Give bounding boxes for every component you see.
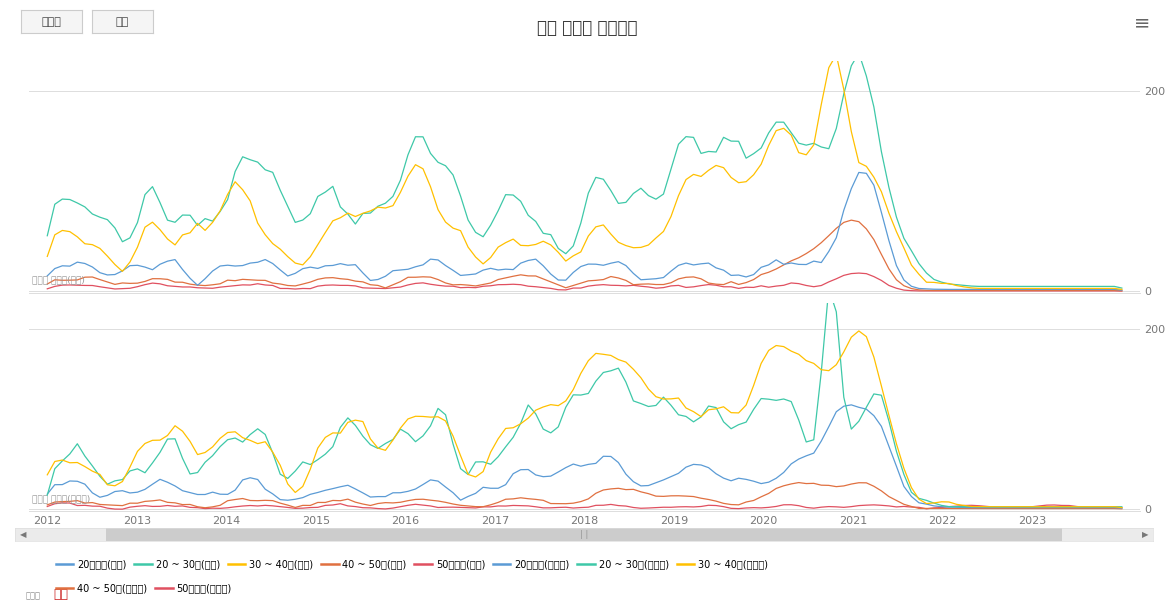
Text: 지인: 지인 [53, 589, 68, 601]
Bar [106, 528, 1062, 541]
Text: 부동산: 부동산 [26, 591, 41, 600]
Text: | |: | | [579, 531, 589, 539]
Legend: 20평미만(매매), 20 ~ 30평(매매), 30 ~ 40평(매매), 40 ~ 50평(매매), 50평이상(매매), 20평미만(전월세), 20 ~: 20평미만(매매), 20 ~ 30평(매매), 30 ~ 40평(매매), 4… [52, 556, 772, 574]
Legend: 40 ~ 50평(전월세), 50평이상(전월세): 40 ~ 50평(전월세), 50평이상(전월세) [52, 580, 235, 597]
Text: ▶: ▶ [1142, 531, 1148, 539]
Text: 초기화: 초기화 [42, 17, 61, 27]
Text: ◀: ◀ [20, 531, 26, 539]
Text: ≡: ≡ [1134, 13, 1150, 33]
Text: 연적별 거래량(전월세): 연적별 거래량(전월세) [32, 494, 89, 503]
Text: 경남 진주시 멀티차트: 경남 진주시 멀티차트 [537, 19, 638, 38]
Text: 연적별 거래량(매매): 연적별 거래량(매매) [32, 275, 85, 284]
Text: 전체: 전체 [115, 17, 129, 27]
